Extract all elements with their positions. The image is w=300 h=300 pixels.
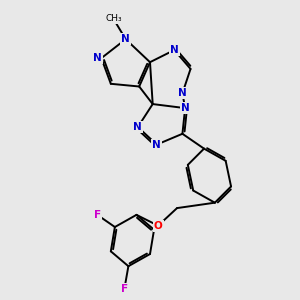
Text: N: N [170,45,179,55]
Text: N: N [178,88,187,98]
Text: F: F [94,210,101,220]
Text: N: N [93,53,102,63]
Text: N: N [121,34,130,44]
Text: F: F [121,284,128,294]
Text: O: O [154,221,163,231]
Text: N: N [181,103,190,113]
Text: CH₃: CH₃ [105,14,122,23]
Text: N: N [152,140,161,150]
Text: N: N [134,122,142,132]
